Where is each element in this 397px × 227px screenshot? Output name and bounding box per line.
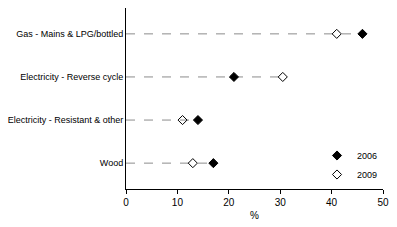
svg-text:50: 50: [377, 197, 389, 208]
svg-text:0: 0: [123, 197, 129, 208]
svg-text:Electricity - Resistant & othe: Electricity - Resistant & other: [8, 115, 124, 125]
svg-text:20: 20: [223, 197, 235, 208]
svg-text:Electricity - Reverse cycle: Electricity - Reverse cycle: [20, 72, 123, 82]
svg-text:Gas - Mains & LPG/bottled: Gas - Mains & LPG/bottled: [16, 29, 123, 39]
svg-text:40: 40: [326, 197, 338, 208]
svg-text:%: %: [250, 210, 259, 221]
svg-text:10: 10: [172, 197, 184, 208]
svg-text:Wood: Wood: [100, 158, 123, 168]
svg-text:2009: 2009: [357, 170, 377, 180]
svg-text:2006: 2006: [357, 151, 377, 161]
svg-text:30: 30: [275, 197, 287, 208]
